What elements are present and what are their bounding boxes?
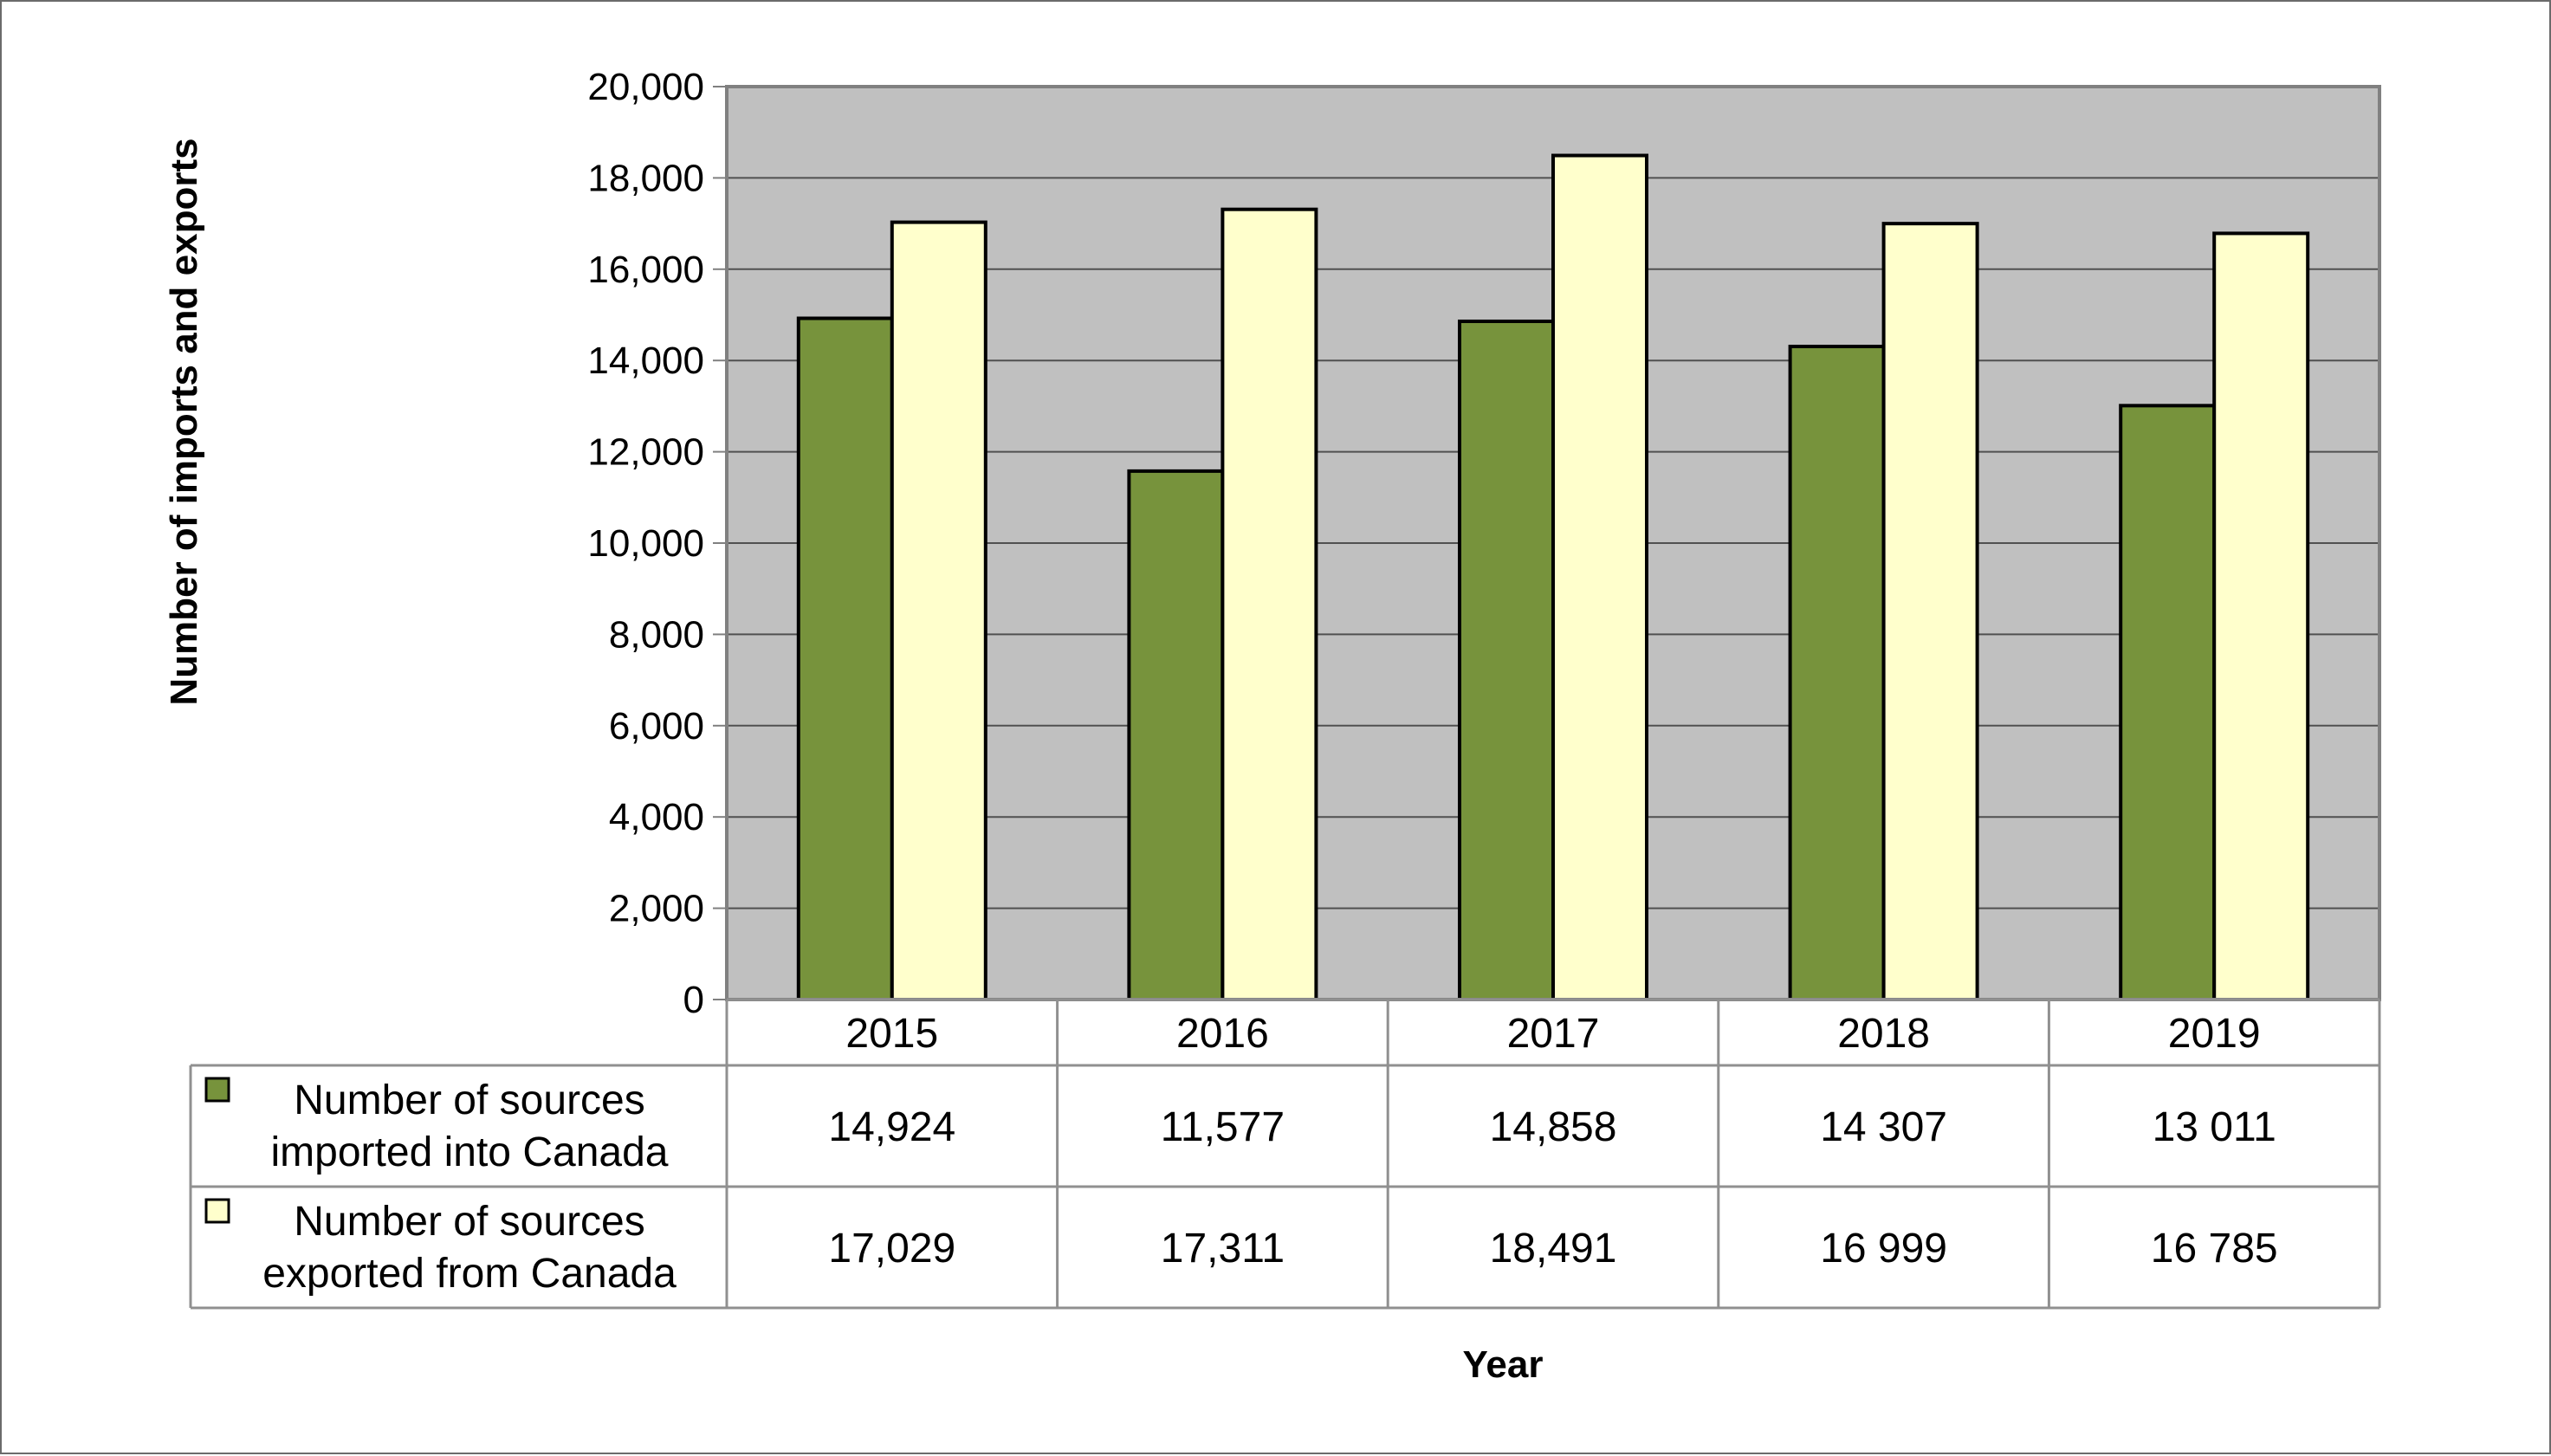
data-table-value: 18,491 xyxy=(1490,1226,1617,1272)
y-tick-label: 6,000 xyxy=(609,705,704,747)
x-tick-label: 2015 xyxy=(845,1011,938,1057)
bar-imports-2016 xyxy=(1127,469,1225,1001)
y-tick-label: 2,000 xyxy=(609,888,704,930)
y-tick-label: 8,000 xyxy=(609,613,704,656)
bar-imports-2017 xyxy=(1458,319,1555,1001)
legend-label: Number of sources xyxy=(294,1199,645,1245)
data-table-value: 16 785 xyxy=(2151,1226,2278,1272)
y-tick-label: 10,000 xyxy=(587,522,704,565)
bar-exports-2019 xyxy=(2212,231,2310,1002)
data-table-value: 11,577 xyxy=(1161,1104,1285,1150)
y-tick-label: 16,000 xyxy=(587,249,704,291)
bar-imports-2015 xyxy=(796,316,894,1001)
data-table-value: 14,924 xyxy=(828,1104,955,1150)
y-tick-label: 14,000 xyxy=(587,340,704,382)
legend-swatch xyxy=(204,1077,230,1103)
y-tick-label: 20,000 xyxy=(587,66,704,108)
data-table: 2015 2016 2017 2018 2019 Number of sources imp… xyxy=(189,998,2381,1310)
bar-exports-2016 xyxy=(1220,207,1318,1001)
bar-imports-2018 xyxy=(1788,345,1886,1001)
y-tick-label: 0 xyxy=(683,979,704,1021)
bars xyxy=(796,153,2310,1002)
bar-exports-2017 xyxy=(1551,153,1648,1002)
data-table-value: 16 999 xyxy=(1820,1226,1947,1272)
x-tick-label: 2018 xyxy=(1837,1011,1930,1057)
bar-exports-2018 xyxy=(1881,222,1979,1001)
legend-label: Number of sources xyxy=(294,1077,645,1123)
x-tick-label: 2017 xyxy=(1507,1011,1600,1057)
x-tick-label: 2019 xyxy=(2168,1011,2261,1057)
data-table-value: 14,858 xyxy=(1490,1104,1617,1150)
legend-label: imported into Canada xyxy=(271,1129,669,1175)
data-table-value: 14 307 xyxy=(1820,1104,1947,1150)
y-axis-title: Number of imports and exports xyxy=(163,138,205,705)
y-axis-ticks: 0 2,000 4,000 6,000 8,000 10,000 12,000 14,000 1… xyxy=(587,66,727,1021)
bar-exports-2015 xyxy=(890,220,987,1001)
y-tick-label: 12,000 xyxy=(587,431,704,474)
x-tick-label: 2016 xyxy=(1176,1011,1269,1057)
legend-label: exported from Canada xyxy=(262,1251,677,1297)
y-tick-label: 18,000 xyxy=(587,157,704,199)
legend-swatch xyxy=(204,1198,230,1224)
data-table-value: 13 011 xyxy=(2153,1104,2276,1150)
data-table-value: 17,029 xyxy=(828,1226,955,1272)
y-tick-label: 4,000 xyxy=(609,796,704,838)
x-axis-title: Year xyxy=(1463,1343,1544,1386)
data-table-value: 17,311 xyxy=(1161,1226,1285,1272)
bar-imports-2019 xyxy=(2119,404,2217,1001)
